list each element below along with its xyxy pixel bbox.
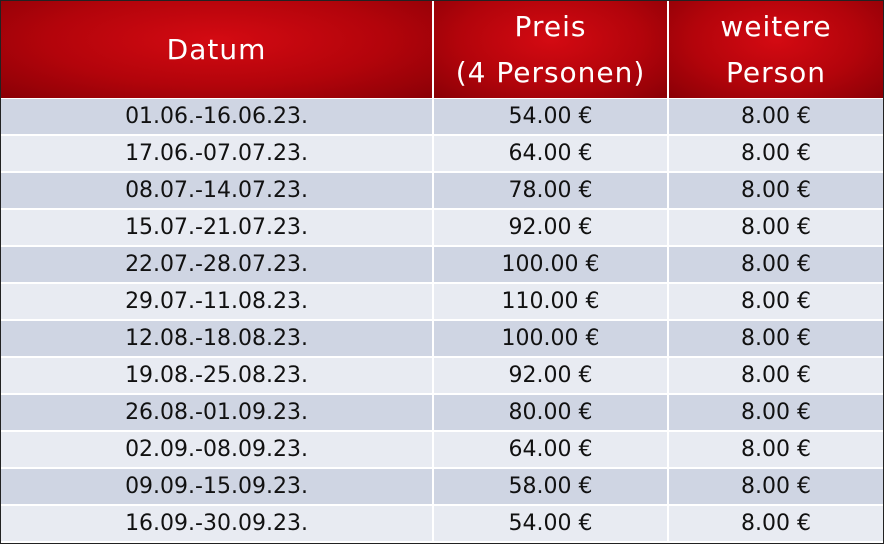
header-cell: Preis (4 Personen) bbox=[434, 1, 667, 98]
cell-text: 16.09.-30.09.23. bbox=[125, 511, 308, 536]
cell-text: 78.00 € bbox=[508, 178, 593, 203]
cell-text: 8.00 € bbox=[741, 474, 811, 499]
header-text: Person bbox=[725, 55, 827, 89]
cell-text: 58.00 € bbox=[508, 474, 593, 499]
cell-text: 8.00 € bbox=[741, 215, 811, 240]
table-cell: 54.00 € bbox=[434, 506, 667, 541]
table-cell: 12.08.-18.08.23. bbox=[1, 321, 432, 356]
table-cell: 8.00 € bbox=[669, 136, 883, 171]
table-cell: 8.00 € bbox=[669, 469, 883, 504]
table-cell: 01.06.-16.06.23. bbox=[1, 99, 432, 134]
table-cell: 29.07.-11.08.23. bbox=[1, 284, 432, 319]
table-cell: 54.00 € bbox=[434, 99, 667, 134]
table-cell: 8.00 € bbox=[669, 99, 883, 134]
cell-text: 08.07.-14.07.23. bbox=[125, 178, 308, 203]
table-cell: 110.00 € bbox=[434, 284, 667, 319]
cell-text: 09.09.-15.09.23. bbox=[125, 474, 308, 499]
cell-text: 54.00 € bbox=[508, 511, 593, 536]
cell-text: 17.06.-07.07.23. bbox=[125, 141, 308, 166]
header-cell: Datum bbox=[1, 1, 432, 98]
table-cell: 64.00 € bbox=[434, 136, 667, 171]
cell-text: 8.00 € bbox=[741, 178, 811, 203]
cell-text: 92.00 € bbox=[508, 215, 593, 240]
table-cell: 92.00 € bbox=[434, 358, 667, 393]
table-cell: 8.00 € bbox=[669, 358, 883, 393]
table-cell: 64.00 € bbox=[434, 432, 667, 467]
table-cell: 8.00 € bbox=[669, 210, 883, 245]
table-cell: 8.00 € bbox=[669, 247, 883, 282]
table-cell: 78.00 € bbox=[434, 173, 667, 208]
cell-text: 15.07.-21.07.23. bbox=[125, 215, 308, 240]
cell-text: 8.00 € bbox=[741, 252, 811, 277]
cell-text: 54.00 € bbox=[508, 104, 593, 129]
table-cell: 02.09.-08.09.23. bbox=[1, 432, 432, 467]
cell-text: 8.00 € bbox=[741, 437, 811, 462]
table-cell: 22.07.-28.07.23. bbox=[1, 247, 432, 282]
cell-text: 64.00 € bbox=[508, 437, 593, 462]
cell-text: 8.00 € bbox=[741, 400, 811, 425]
cell-text: 8.00 € bbox=[741, 511, 811, 536]
table-cell: 8.00 € bbox=[669, 506, 883, 541]
cell-text: 19.08.-25.08.23. bbox=[125, 363, 308, 388]
cell-text: 110.00 € bbox=[501, 289, 600, 314]
header-cell: weitere Person bbox=[669, 1, 883, 98]
cell-text: 8.00 € bbox=[741, 104, 811, 129]
cell-text: 8.00 € bbox=[741, 326, 811, 351]
table-cell: 8.00 € bbox=[669, 173, 883, 208]
cell-text: 100.00 € bbox=[501, 326, 600, 351]
cell-text: 8.00 € bbox=[741, 289, 811, 314]
cell-text: 26.08.-01.09.23. bbox=[125, 400, 308, 425]
cell-text: 8.00 € bbox=[741, 363, 811, 388]
table-cell: 8.00 € bbox=[669, 284, 883, 319]
cell-text: 92.00 € bbox=[508, 363, 593, 388]
header-text: Datum bbox=[166, 32, 267, 66]
table-cell: 8.00 € bbox=[669, 321, 883, 356]
table-cell: 100.00 € bbox=[434, 321, 667, 356]
table-cell: 16.09.-30.09.23. bbox=[1, 506, 432, 541]
table-cell: 26.08.-01.09.23. bbox=[1, 395, 432, 430]
table-cell: 8.00 € bbox=[669, 395, 883, 430]
header-text: Preis bbox=[514, 9, 587, 43]
cell-text: 02.09.-08.09.23. bbox=[125, 437, 308, 462]
table-cell: 08.07.-14.07.23. bbox=[1, 173, 432, 208]
cell-text: 22.07.-28.07.23. bbox=[125, 252, 308, 277]
table-cell: 15.07.-21.07.23. bbox=[1, 210, 432, 245]
table-cell: 19.08.-25.08.23. bbox=[1, 358, 432, 393]
table-cell: 09.09.-15.09.23. bbox=[1, 469, 432, 504]
header-text: weitere bbox=[720, 9, 832, 43]
cell-text: 01.06.-16.06.23. bbox=[125, 104, 308, 129]
table-cell: 80.00 € bbox=[434, 395, 667, 430]
cell-text: 12.08.-18.08.23. bbox=[125, 326, 308, 351]
table-cell: 17.06.-07.07.23. bbox=[1, 136, 432, 171]
table-cell: 58.00 € bbox=[434, 469, 667, 504]
header-text: (4 Personen) bbox=[455, 55, 646, 89]
table-cell: 92.00 € bbox=[434, 210, 667, 245]
cell-text: 100.00 € bbox=[501, 252, 600, 277]
table-cell: 100.00 € bbox=[434, 247, 667, 282]
cell-text: 8.00 € bbox=[741, 141, 811, 166]
cell-text: 80.00 € bbox=[508, 400, 593, 425]
cell-text: 64.00 € bbox=[508, 141, 593, 166]
cell-text: 29.07.-11.08.23. bbox=[125, 289, 308, 314]
table-cell: 8.00 € bbox=[669, 432, 883, 467]
